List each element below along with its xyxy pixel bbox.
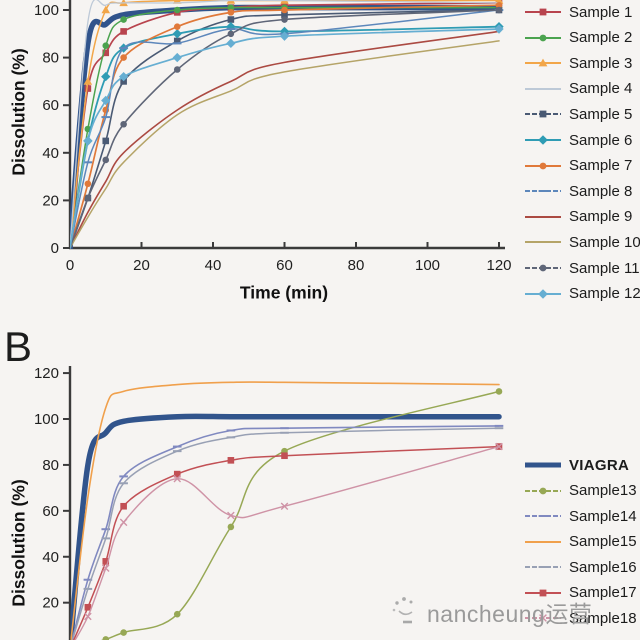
series-b-sample15 bbox=[70, 381, 500, 640]
panel-b-y-axis-title: Dissolution (%) bbox=[8, 479, 29, 607]
series-a-sample-9 bbox=[70, 30, 500, 249]
series-b-sample18 bbox=[74, 442, 503, 640]
x-tick-label: 80 bbox=[348, 257, 365, 274]
watermark-logo-icon bbox=[392, 597, 413, 624]
series-a-sample-12 bbox=[70, 24, 504, 249]
panel-b-label: B bbox=[4, 323, 33, 370]
x-tick-label: 100 bbox=[415, 257, 440, 274]
x-tick-label: 0 bbox=[66, 257, 74, 274]
y-tick-label: 20 bbox=[42, 192, 59, 209]
x-tick-label: 40 bbox=[205, 257, 222, 274]
y-tick-label: 40 bbox=[42, 549, 59, 566]
watermark: nancheung运营 bbox=[390, 594, 592, 630]
series-a-sample-6 bbox=[70, 21, 504, 249]
watermark-text: nancheung运营 bbox=[427, 601, 593, 627]
y-tick-label: 60 bbox=[42, 97, 59, 114]
series-a-sample-2 bbox=[70, 4, 503, 249]
panel-a-y-axis-title: Dissolution (%) bbox=[8, 48, 29, 176]
series-b-sample13 bbox=[101, 388, 503, 640]
y-tick-label: 80 bbox=[42, 50, 59, 67]
x-tick-label: 20 bbox=[133, 257, 150, 274]
series-a-sample-8 bbox=[70, 9, 504, 249]
y-tick-label: 100 bbox=[34, 411, 59, 428]
x-tick-label: 120 bbox=[486, 257, 511, 274]
series-b-sample14 bbox=[71, 424, 504, 640]
series-a-sample-4 bbox=[70, 0, 500, 249]
series-b-viagra bbox=[70, 413, 502, 640]
panel-a-x-axis-title: Time (min) bbox=[239, 282, 329, 303]
series-a-sample-10 bbox=[70, 40, 500, 249]
y-tick-label: 80 bbox=[42, 457, 59, 474]
y-tick-label: 0 bbox=[51, 240, 59, 257]
y-tick-label: 40 bbox=[42, 145, 59, 162]
y-tick-label: 60 bbox=[42, 503, 59, 520]
series-a-sample-11 bbox=[70, 6, 503, 249]
y-tick-label: 20 bbox=[42, 595, 59, 612]
y-tick-label: 100 bbox=[34, 2, 59, 19]
x-tick-label: 60 bbox=[276, 257, 293, 274]
y-tick-label: 120 bbox=[34, 365, 59, 382]
series-b-sample16 bbox=[71, 427, 504, 640]
series-a-sample-7 bbox=[70, 1, 503, 249]
